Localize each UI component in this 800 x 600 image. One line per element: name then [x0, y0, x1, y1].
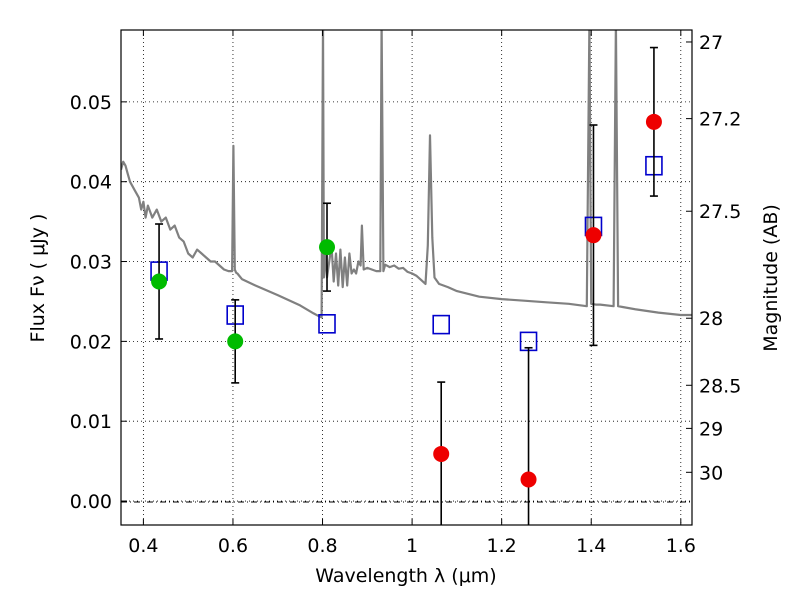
observed-point — [227, 333, 244, 350]
x-tick-label: 1.2 — [487, 535, 517, 557]
x-tick-label: 0.8 — [307, 535, 337, 557]
mag-tick-label: 28 — [699, 308, 723, 330]
y-axis-right-label: Magnitude (AB) — [760, 204, 782, 352]
mag-tick-label: 27.5 — [699, 201, 741, 223]
x-tick-label: 1.6 — [666, 535, 696, 557]
grid — [121, 30, 692, 525]
y-tick-label: 0.00 — [70, 491, 112, 513]
model-square-point — [432, 314, 451, 335]
observed-point — [585, 227, 602, 244]
x-tick-label: 1.4 — [576, 535, 606, 557]
observed-point — [520, 471, 537, 488]
mag-tick-label: 30 — [699, 462, 723, 484]
axes: 0.4 0.6 0.8 1 1.2 1.4 1.6 0.00 0.01 0.02 0.03 0.04 0… — [70, 30, 741, 557]
mag-tick-label: 29 — [699, 418, 723, 440]
x-tick-label: 0.6 — [218, 535, 248, 557]
model-square-point — [318, 314, 336, 334]
x-tick-label: 0.4 — [128, 535, 158, 557]
observed-point — [319, 239, 336, 256]
y-tick-label: 0.04 — [70, 172, 112, 194]
mag-tick-label: 27 — [699, 32, 723, 54]
y-tick-label: 0.05 — [70, 92, 112, 114]
observed-point — [151, 273, 168, 290]
observed-point — [433, 445, 450, 462]
y-tick-label: 0.03 — [70, 252, 112, 274]
y-tick-label: 0.01 — [70, 411, 112, 433]
x-tick-label: 1 — [406, 535, 418, 557]
plot-frame — [120, 29, 693, 526]
mag-tick-label: 28.5 — [699, 375, 741, 397]
x-axis-label: Wavelength λ (μm) — [315, 565, 496, 587]
sed-line — [121, 30, 692, 319]
mag-tick-label: 27.2 — [699, 109, 741, 131]
observed-point — [645, 113, 662, 130]
plot-area — [121, 30, 692, 525]
y-axis-label: Flux Fν ( μJy ) — [27, 214, 49, 343]
y-tick-label: 0.02 — [70, 331, 112, 353]
